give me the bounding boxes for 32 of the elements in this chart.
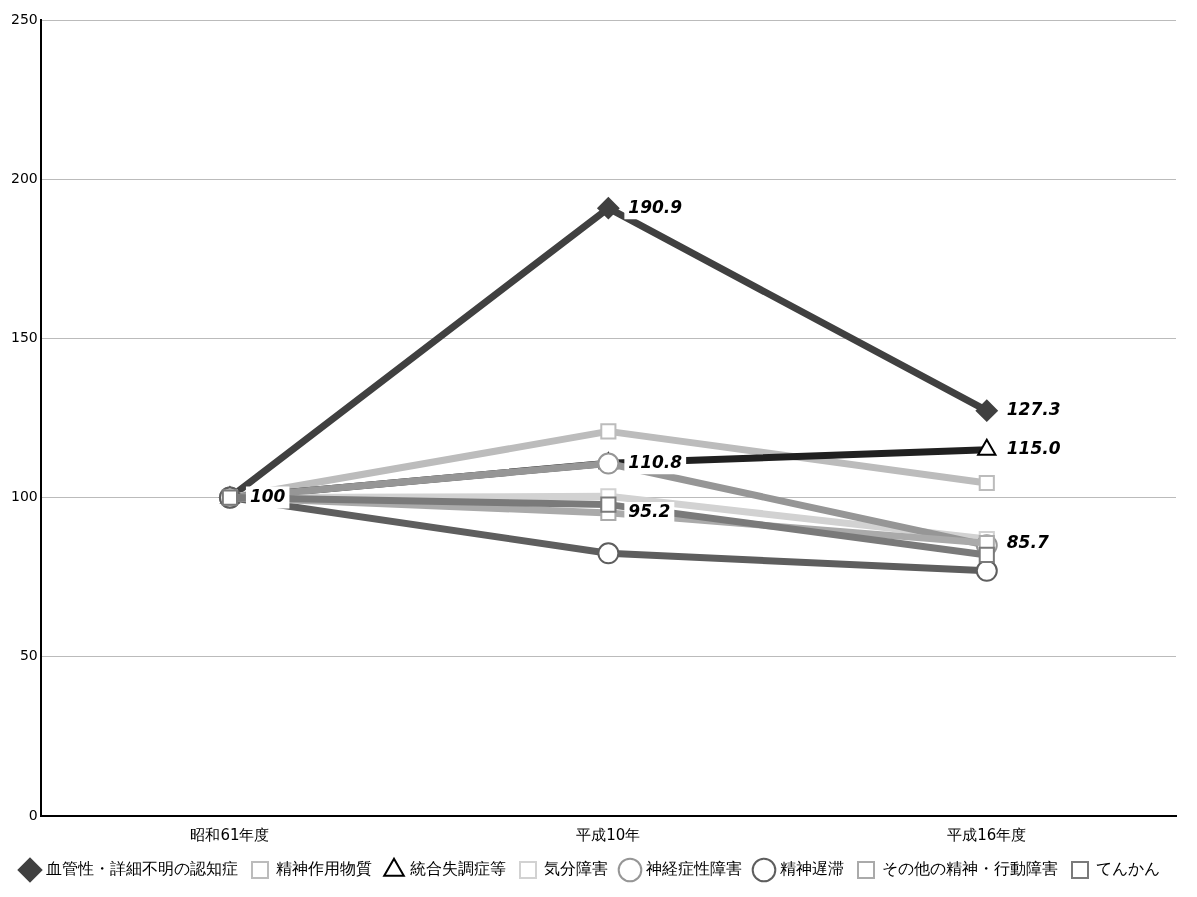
data-label: 127.3 — [1006, 399, 1061, 420]
point — [600, 496, 617, 513]
legend-label: 神経症性障害 — [646, 859, 742, 879]
point — [600, 423, 617, 440]
x-tick-label: 平成16年度 — [947, 825, 1027, 844]
legend-label: 精神遅滞 — [780, 859, 844, 879]
legend-label: 気分障害 — [544, 859, 608, 879]
data-label: 85.7 — [1006, 531, 1049, 552]
point — [978, 546, 995, 563]
point — [597, 542, 620, 565]
data-label: 110.8 — [628, 451, 683, 472]
point — [597, 452, 620, 475]
y-tick-label: 100 — [10, 488, 38, 505]
data-label: 190.9 — [628, 196, 683, 217]
y-tick-label: 0 — [28, 806, 38, 823]
point — [978, 474, 995, 492]
y-tick-label: 250 — [10, 10, 38, 27]
y-tick-label: 200 — [10, 169, 38, 186]
legend-label: 血管性・詳細不明の認知症 — [46, 859, 238, 879]
legend-label: 精神作用物質 — [276, 859, 372, 879]
data-label: 100 — [249, 486, 286, 507]
legend-label: てんかん — [1096, 859, 1160, 879]
legend-label: その他の精神・行動障害 — [882, 859, 1058, 879]
point — [975, 399, 998, 422]
legend-label: 統合失調症等 — [410, 859, 506, 879]
y-tick-label: 150 — [10, 329, 38, 346]
y-tick-label: 50 — [19, 647, 38, 664]
x-tick-label: 平成10年 — [576, 825, 641, 844]
data-label: 115.0 — [1006, 438, 1061, 459]
data-label: 95.2 — [628, 501, 671, 522]
point — [597, 197, 620, 220]
x-tick-label: 昭和61年度 — [190, 825, 270, 844]
